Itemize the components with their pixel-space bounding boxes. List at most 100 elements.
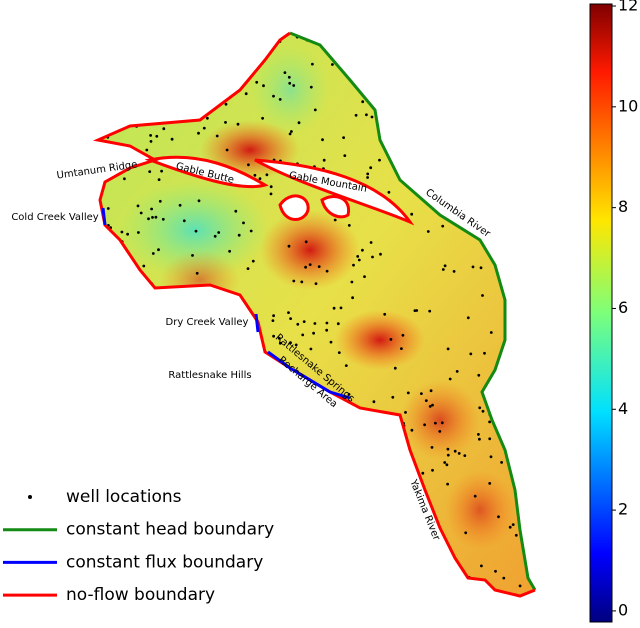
legend-marker bbox=[28, 495, 32, 499]
well-marker bbox=[139, 211, 143, 215]
well-marker bbox=[272, 94, 275, 98]
well-marker bbox=[441, 224, 445, 228]
well-marker bbox=[195, 271, 199, 275]
colorbar-tick-label: 12 bbox=[618, 0, 638, 15]
well-marker bbox=[300, 280, 304, 284]
well-marker bbox=[269, 192, 273, 196]
well-marker bbox=[237, 233, 241, 237]
legend-label: no-flow boundary bbox=[66, 585, 215, 605]
legend: well locations constant head boundary cons… bbox=[3, 487, 274, 605]
well-marker bbox=[457, 452, 461, 455]
well-marker bbox=[339, 306, 343, 310]
well-marker bbox=[182, 219, 186, 223]
well-marker bbox=[366, 176, 369, 179]
well-marker bbox=[289, 317, 292, 320]
colorbar bbox=[589, 3, 613, 623]
well-marker bbox=[325, 328, 329, 332]
well-marker bbox=[283, 71, 287, 74]
well-marker bbox=[170, 137, 174, 141]
well-marker bbox=[440, 421, 444, 425]
place-label: Rattlesnake Hills bbox=[168, 370, 251, 381]
well-marker bbox=[149, 134, 153, 137]
well-marker bbox=[317, 265, 321, 268]
well-marker bbox=[344, 364, 348, 367]
well-marker bbox=[446, 453, 450, 457]
well-marker bbox=[287, 244, 291, 248]
well-marker bbox=[464, 531, 468, 535]
well-marker bbox=[145, 148, 149, 152]
well-marker bbox=[489, 331, 493, 334]
well-marker bbox=[308, 263, 312, 266]
well-marker bbox=[357, 258, 361, 262]
well-marker bbox=[383, 312, 387, 316]
well-marker bbox=[137, 231, 140, 234]
well-marker bbox=[365, 113, 368, 117]
well-marker bbox=[251, 259, 255, 263]
well-marker bbox=[471, 265, 475, 269]
well-marker bbox=[313, 322, 317, 325]
well-marker bbox=[508, 525, 512, 529]
well-marker bbox=[255, 80, 259, 84]
well-marker bbox=[136, 204, 140, 208]
well-marker bbox=[488, 482, 492, 485]
well-marker bbox=[155, 134, 159, 138]
well-marker bbox=[423, 423, 426, 427]
well-marker bbox=[292, 279, 296, 283]
well-marker bbox=[311, 62, 314, 66]
well-marker bbox=[347, 224, 351, 227]
well-marker bbox=[197, 131, 200, 135]
well-marker bbox=[288, 132, 292, 136]
well-marker bbox=[426, 230, 430, 233]
well-marker bbox=[244, 92, 248, 96]
well-marker bbox=[160, 169, 164, 173]
well-marker bbox=[149, 140, 153, 143]
well-marker bbox=[443, 461, 447, 464]
well-marker bbox=[481, 409, 485, 413]
well-marker bbox=[391, 395, 395, 399]
well-marker bbox=[370, 115, 374, 119]
well-marker bbox=[123, 177, 126, 181]
well-marker bbox=[400, 347, 403, 350]
well-marker bbox=[126, 232, 129, 236]
well-marker bbox=[431, 468, 434, 472]
colorbar-tick-label: 10 bbox=[618, 96, 638, 115]
well-marker bbox=[448, 377, 452, 381]
well-marker bbox=[269, 185, 273, 189]
well-marker bbox=[234, 209, 238, 213]
well-marker bbox=[162, 127, 166, 131]
holes bbox=[144, 155, 415, 226]
well-marker bbox=[120, 230, 124, 234]
well-marker bbox=[312, 331, 315, 335]
well-marker bbox=[253, 173, 257, 177]
well-marker bbox=[236, 122, 240, 126]
well-marker bbox=[401, 333, 405, 337]
field bbox=[98, 33, 535, 596]
well-marker bbox=[215, 134, 219, 138]
well-marker bbox=[361, 248, 364, 252]
well-marker bbox=[178, 203, 182, 207]
well-marker bbox=[147, 217, 150, 221]
well-marker bbox=[272, 334, 275, 338]
well-marker bbox=[424, 399, 428, 402]
well-marker bbox=[304, 265, 307, 269]
well-marker bbox=[242, 221, 245, 225]
well-marker bbox=[351, 296, 354, 300]
well-marker bbox=[488, 437, 492, 441]
well-marker bbox=[106, 207, 110, 210]
well-marker bbox=[191, 254, 194, 257]
well-marker bbox=[500, 461, 503, 464]
well-marker bbox=[271, 319, 275, 322]
well-marker bbox=[466, 316, 470, 320]
well-marker bbox=[225, 148, 229, 152]
colorbar-tick-label: 4 bbox=[618, 399, 628, 418]
well-marker bbox=[336, 322, 340, 326]
well-marker bbox=[151, 216, 154, 219]
well-marker bbox=[262, 84, 265, 88]
well-marker bbox=[453, 449, 457, 453]
well-marker bbox=[350, 280, 354, 284]
well-marker bbox=[213, 234, 217, 238]
well-marker bbox=[161, 217, 165, 221]
well-marker bbox=[352, 263, 355, 267]
well-marker bbox=[278, 98, 282, 101]
well-marker bbox=[483, 351, 486, 355]
